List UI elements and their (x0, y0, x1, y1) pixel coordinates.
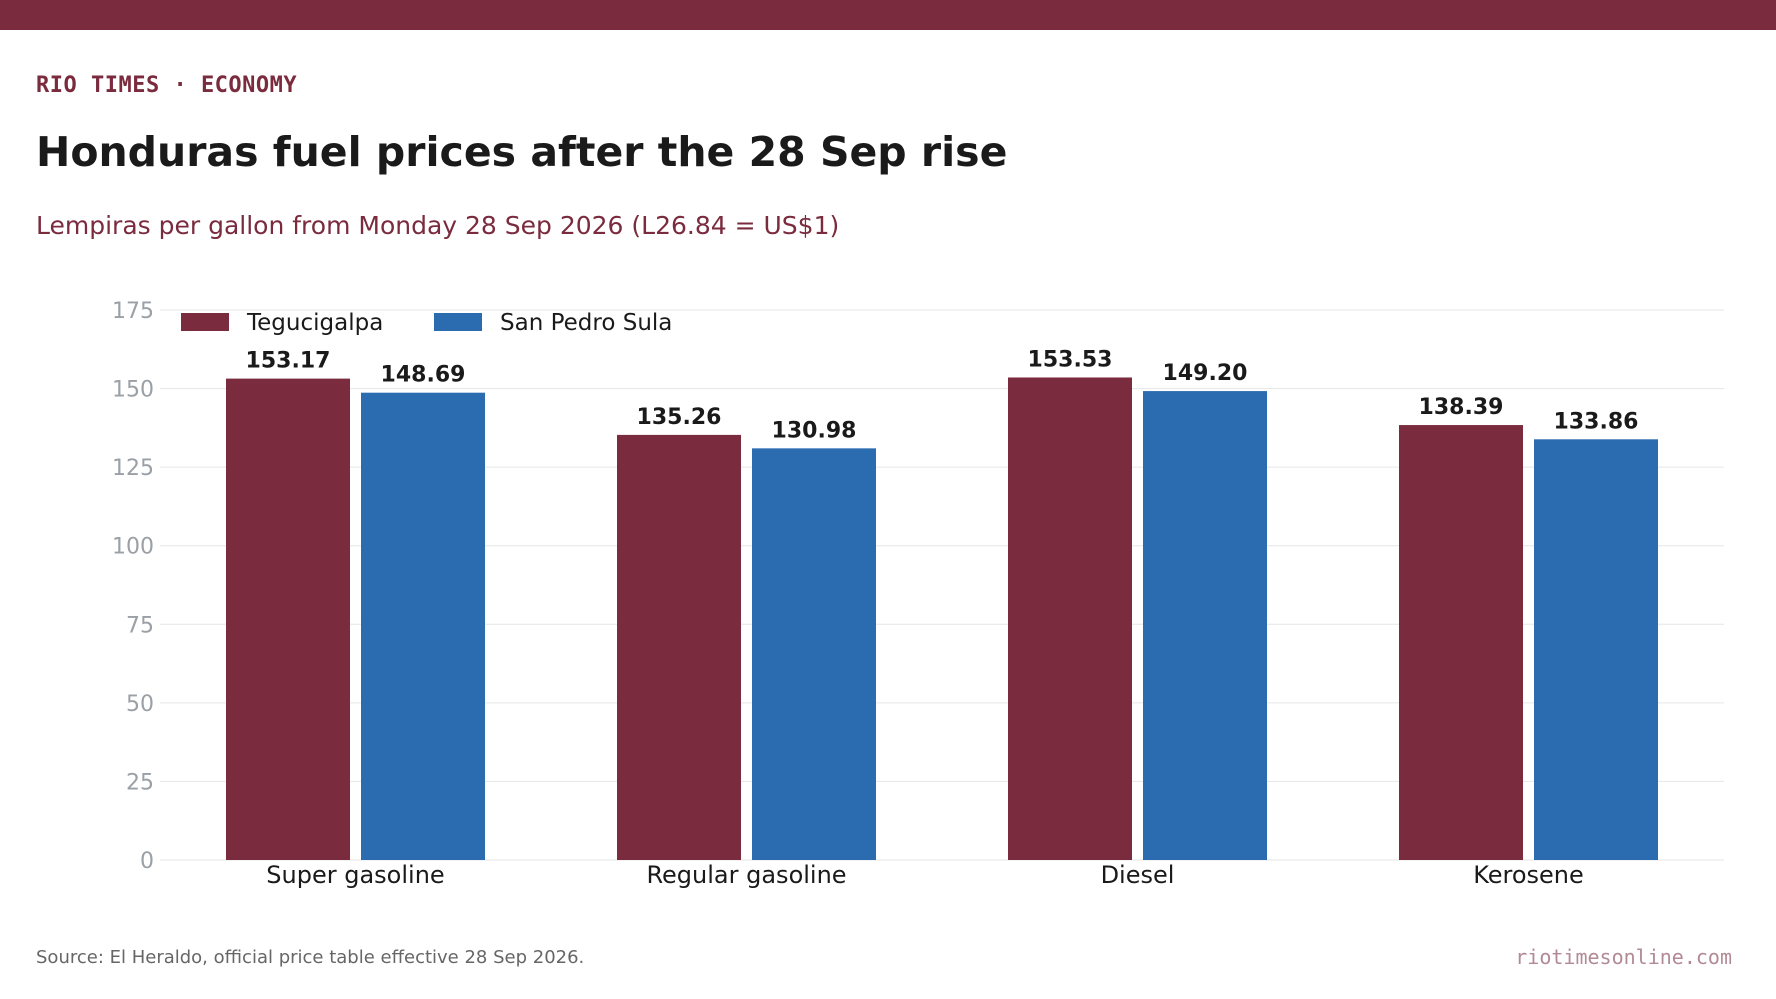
top-accent-bar (0, 0, 1776, 30)
x-axis: Super gasoline Regular gasoline Diesel Kero… (266, 861, 1583, 889)
bar-tegucigalpa (1399, 425, 1523, 860)
bar-value-label: 130.98 (772, 418, 857, 443)
x-tick-label: Kerosene (1473, 861, 1584, 889)
x-tick-label: Diesel (1101, 861, 1175, 889)
source-note: Source: El Heraldo, official price table… (36, 947, 585, 968)
y-tick-label: 100 (112, 535, 154, 560)
legend-swatch (181, 313, 229, 331)
bar-tegucigalpa (617, 434, 741, 860)
site-credit: riotimesonline.com (1515, 945, 1732, 969)
bar-tegucigalpa (226, 378, 350, 860)
bar-san-pedro-sula (361, 392, 485, 860)
bar-tegucigalpa (1008, 377, 1132, 860)
bar-value-label: 153.53 (1028, 347, 1113, 372)
bar-value-label: 135.26 (637, 405, 722, 430)
bars (226, 377, 1658, 860)
bar-value-label: 149.20 (1163, 361, 1248, 386)
y-tick-label: 25 (126, 770, 154, 795)
page-title: Honduras fuel prices after the 28 Sep ri… (36, 128, 1008, 176)
bar-chart: 0 25 50 75 100 125 150 175 153.17 148.69 135.26 13… (112, 299, 1724, 889)
section-kicker: RIO TIMES · ECONOMY (36, 73, 298, 98)
y-tick-label: 175 (112, 299, 154, 324)
y-tick-label: 125 (112, 456, 154, 481)
legend-label: San Pedro Sula (500, 310, 672, 336)
bar-value-label: 133.86 (1554, 409, 1639, 434)
bar-value-label: 138.39 (1419, 395, 1504, 420)
bar-san-pedro-sula (1143, 391, 1267, 860)
y-tick-label: 0 (140, 849, 154, 874)
y-axis: 0 25 50 75 100 125 150 175 (112, 299, 154, 874)
legend-label: Tegucigalpa (246, 310, 383, 336)
legend-swatch (434, 313, 482, 331)
x-tick-label: Regular gasoline (646, 861, 846, 889)
data-labels: 153.17 148.69 135.26 130.98 153.53 149.20 138.… (246, 347, 1639, 443)
bar-san-pedro-sula (1534, 439, 1658, 860)
y-tick-label: 75 (126, 613, 154, 638)
bar-value-label: 153.17 (246, 349, 331, 374)
legend: Tegucigalpa San Pedro Sula (181, 310, 672, 336)
bar-value-label: 148.69 (381, 363, 466, 388)
page-subtitle: Lempiras per gallon from Monday 28 Sep 2… (36, 211, 840, 240)
bar-san-pedro-sula (752, 448, 876, 860)
x-tick-label: Super gasoline (266, 861, 444, 889)
y-tick-label: 150 (112, 378, 154, 403)
y-tick-label: 50 (126, 692, 154, 717)
